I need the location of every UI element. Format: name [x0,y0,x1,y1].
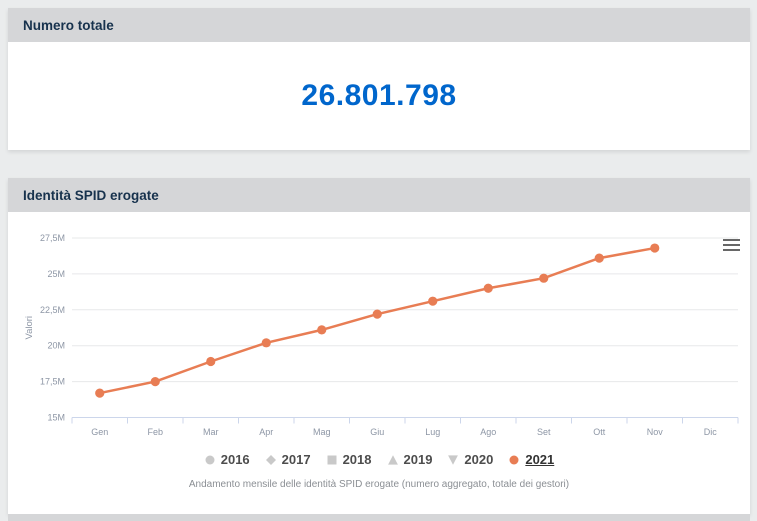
y-tick-label: 20M [47,341,65,351]
legend-label-2021: 2021 [525,452,555,467]
x-tick-label-Dic: Dic [704,427,717,437]
legend-label-2016: 2016 [220,452,250,467]
data-point-2021-Gen[interactable] [95,388,105,398]
x-tick-label-Apr: Apr [259,427,273,437]
y-tick-label: 17,5M [40,377,65,387]
data-point-2021-Ago[interactable] [483,283,493,293]
total-card: Numero totale 26.801.798 [8,8,750,150]
total-value: 26.801.798 [301,79,457,112]
data-point-2021-Apr[interactable] [261,338,271,348]
y-axis-title: Valori [24,316,35,340]
data-point-2021-Feb[interactable] [150,377,160,387]
legend-label-2017: 2017 [281,452,311,467]
x-tick-label-Ago: Ago [480,427,496,437]
total-card-title: Numero totale [23,17,114,33]
data-point-2021-Lug[interactable] [428,296,438,306]
next-card-header-partial [8,514,750,521]
chart-card-header: Identità SPID erogate [8,178,750,212]
data-point-2021-Giu[interactable] [372,309,382,319]
y-tick-label: 27,5M [40,233,65,243]
legend-label-2018: 2018 [342,452,372,467]
legend-item-2019[interactable]: 2019 [387,452,433,467]
circle-marker-icon [509,455,519,464]
hamburger-menu-icon [723,243,740,247]
series-line-2021 [99,246,655,395]
data-point-2021-Ott[interactable] [594,253,604,263]
x-tick-label-Nov: Nov [647,427,664,437]
x-tick-label-Mar: Mar [203,427,219,437]
spid-line-chart: 15M 17,5M 20M 22,5M 25M 27,5M Valori Gen Feb Mar A… [24,233,739,437]
chart-card-title: Identità SPID erogate [23,187,159,203]
triangle-up-marker-icon [387,454,398,465]
x-tick-label-Giu: Giu [370,427,384,437]
hamburger-menu-icon [723,238,740,242]
legend-item-2020[interactable]: 2020 [447,452,493,467]
square-marker-icon [327,455,337,464]
chart-card-body: 15M 17,5M 20M 22,5M 25M 27,5M Valori Gen Feb Mar A… [8,212,750,514]
chart-card: Identità SPID erogate 15M 17,5M 20M 22,5M 25… [8,178,750,514]
diamond-marker-icon [265,454,276,465]
triangle-down-marker-icon [448,454,459,465]
legend-item-2016[interactable]: 2016 [204,452,250,467]
x-tick-label-Ott: Ott [593,427,606,437]
data-point-2021-Nov[interactable] [650,243,660,253]
x-tick-label-Lug: Lug [425,427,440,437]
data-point-2021-Mag[interactable] [317,325,327,335]
x-tick-label-Feb: Feb [147,427,163,437]
chart-context-menu-button[interactable] [718,236,740,254]
y-tick-label: 22,5M [40,305,65,315]
legend-item-2018[interactable]: 2018 [326,452,372,467]
total-card-body: 26.801.798 [8,42,750,150]
hamburger-menu-icon [723,248,740,252]
chart-caption: Andamento mensile delle identità SPID er… [188,479,570,490]
y-tick-label: 25M [47,269,65,279]
x-tick-label-Set: Set [537,427,551,437]
chart-legend: 2016 2017 2018 2019 2020 2021 [8,452,750,467]
legend-label-2019: 2019 [403,452,433,467]
legend-label-2020: 2020 [464,452,494,467]
data-point-2021-Mar[interactable] [206,356,216,367]
x-tick-label-Gen: Gen [91,427,108,437]
legend-item-2021[interactable]: 2021 [508,452,554,467]
total-card-header: Numero totale [8,8,750,42]
legend-item-2017[interactable]: 2017 [265,452,311,467]
data-point-2021-Set[interactable] [539,273,549,283]
y-tick-label: 15M [47,413,65,423]
x-tick-label-Mag: Mag [313,427,331,437]
circle-marker-icon [205,455,215,464]
